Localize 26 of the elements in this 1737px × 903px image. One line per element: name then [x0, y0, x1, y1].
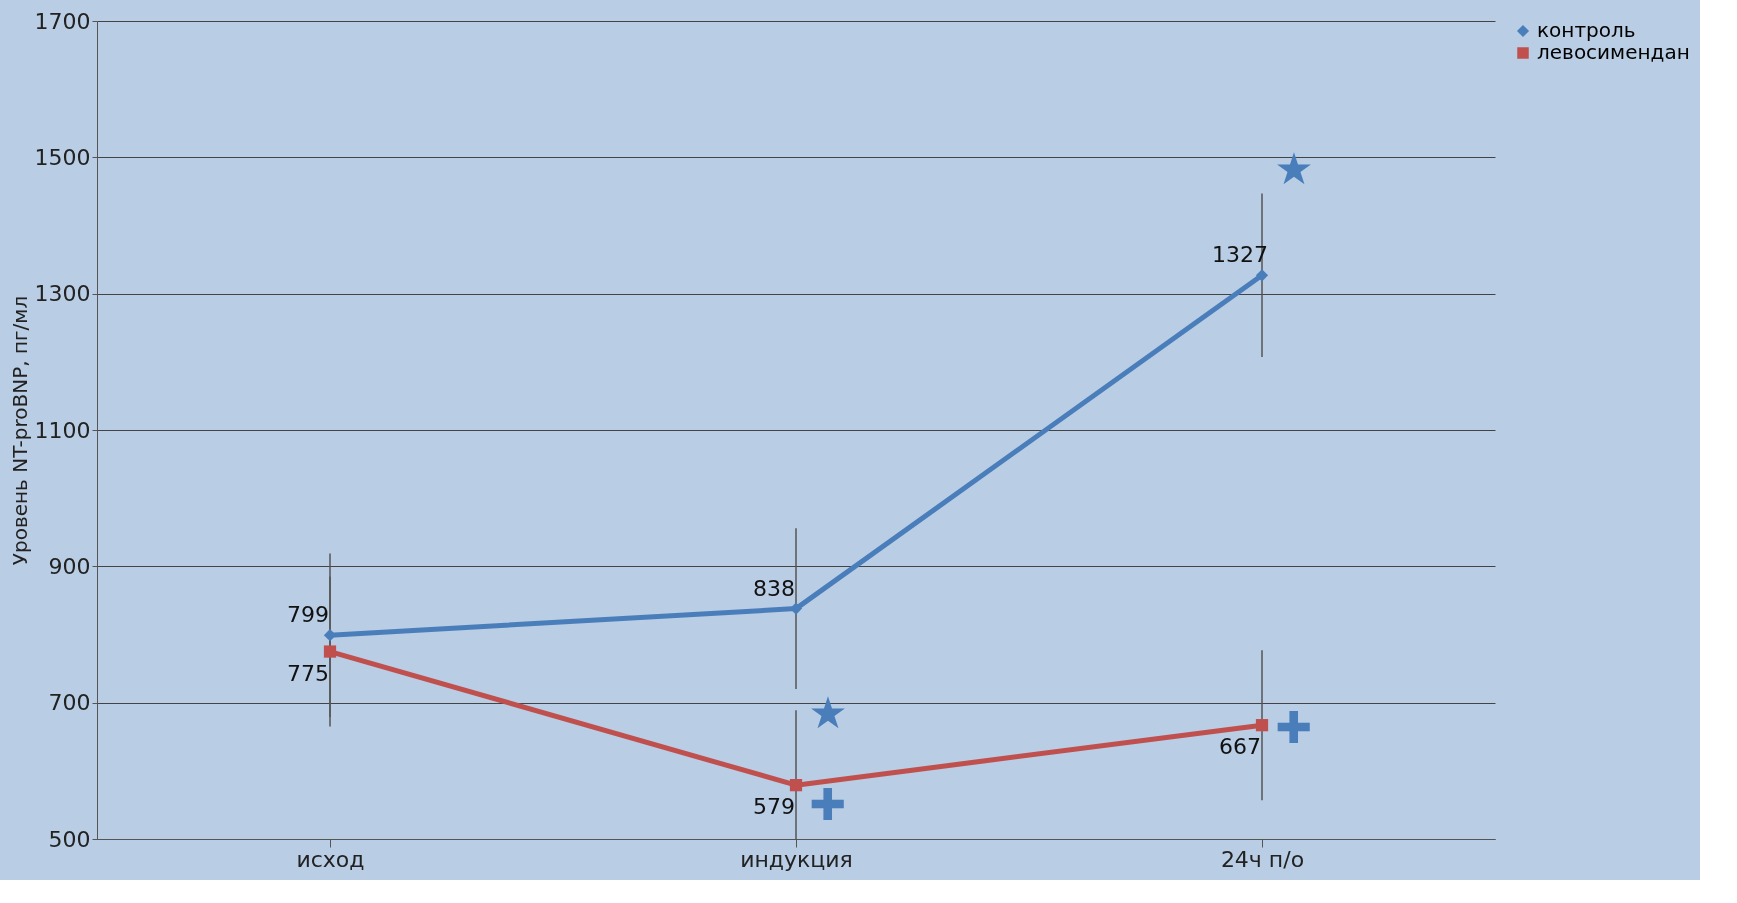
point — [1255, 269, 1269, 282]
y-tick-label: 1700 — [34, 8, 91, 34]
x-tick-label: 24ч п/о — [1220, 846, 1305, 872]
data-label: 775 — [287, 660, 329, 686]
legend-label: контроль — [1537, 18, 1636, 42]
y-tick-label: 1500 — [34, 144, 91, 170]
point — [1255, 719, 1269, 732]
point — [789, 779, 803, 792]
annotation: ★ — [1274, 143, 1314, 195]
y-tick-label: 900 — [48, 553, 91, 579]
data-label: 579 — [753, 794, 795, 820]
point — [323, 645, 337, 658]
data-label: 1327 — [1212, 242, 1268, 268]
y-tick-label: 1300 — [34, 281, 91, 307]
annotation: ✚ — [809, 778, 847, 830]
y-axis-title: Уровень NT-proBNP, пг/мл — [7, 295, 32, 566]
annotation: ✚ — [1275, 702, 1313, 754]
data-label: 799 — [287, 602, 329, 628]
data-label: 667 — [1219, 734, 1261, 760]
y-tick-label: 700 — [48, 690, 91, 716]
x-tick-label: исход — [296, 846, 365, 872]
data-label: 838 — [753, 575, 795, 601]
legend-label: левосимендан — [1537, 40, 1690, 64]
x-tick-label: индукция — [740, 846, 853, 872]
y-tick-label: 1100 — [34, 417, 91, 443]
y-tick-label: 500 — [48, 826, 91, 852]
